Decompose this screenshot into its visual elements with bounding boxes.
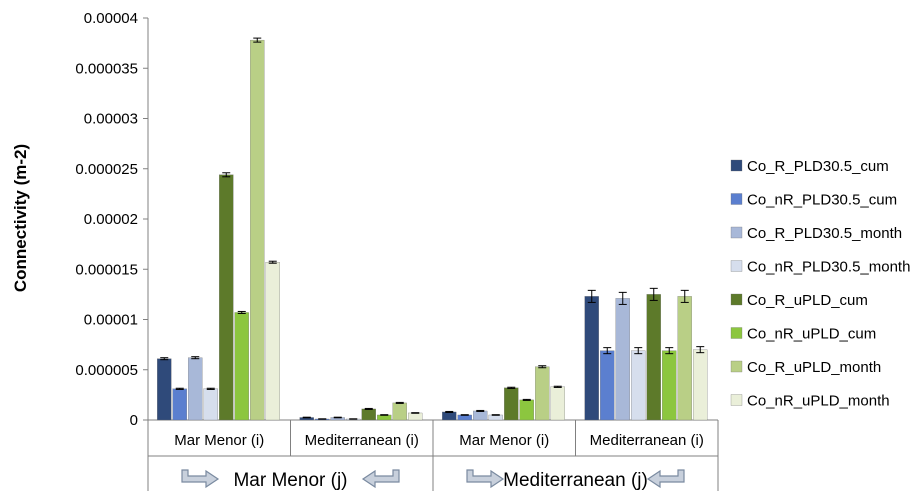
y-tick-label: 0.00004 <box>84 10 138 27</box>
arrow-left-icon <box>361 469 400 489</box>
bar <box>504 387 519 421</box>
y-tick-label: 0.000005 <box>75 362 138 379</box>
arrow-left-icon <box>646 469 685 489</box>
y-tick-label: 0.000035 <box>75 60 138 77</box>
legend-label: Co_R_uPLD_month <box>747 359 881 376</box>
bar <box>584 296 599 421</box>
bar <box>408 412 423 421</box>
bar <box>265 262 280 421</box>
legend-label: Co_R_uPLD_cum <box>747 292 868 309</box>
bar <box>157 358 172 421</box>
bar <box>646 294 661 421</box>
bar <box>361 408 376 421</box>
y-tick-label: 0.000025 <box>75 161 138 178</box>
x-group-label: Mar Menor (j) <box>233 470 347 491</box>
y-axis-label: Connectivity (m-2) <box>11 144 30 292</box>
bar <box>519 399 534 421</box>
legend-swatch <box>730 159 743 172</box>
bar <box>250 39 265 421</box>
bar <box>392 402 407 421</box>
legend: Co_R_PLD30.5_cum Co_nR_PLD30.5_cum Co_R_PL… <box>730 158 910 410</box>
bar <box>693 349 708 421</box>
x-category-labels: Mar Menor (i) Mediterranean (i) Mar Menor … <box>147 420 719 491</box>
y-tick-label: 0.000015 <box>75 261 138 278</box>
arrow-right-icon <box>466 469 505 489</box>
bar <box>442 411 457 421</box>
legend-label: Co_nR_uPLD_cum <box>747 326 876 343</box>
legend-swatch <box>730 360 743 373</box>
y-tick-label: 0 <box>130 412 138 429</box>
bar <box>662 350 677 421</box>
x-category-label: Mar Menor (i) <box>459 432 549 449</box>
bar <box>234 312 249 421</box>
y-tick-label: 0.00002 <box>84 211 138 228</box>
bar <box>631 350 646 421</box>
x-group-label: Mediterranean (j) <box>503 470 648 491</box>
x-group-labels: Mar Menor (j) Mediterranean (j) <box>181 469 685 491</box>
arrow-right-icon <box>181 469 220 489</box>
y-ticks: 0 0.000005 0.00001 0.000015 0.00002 0.000025 0… <box>75 10 148 429</box>
legend-label: Co_R_PLD30.5_cum <box>747 158 889 175</box>
legend-swatch <box>730 394 743 406</box>
bar <box>615 298 630 421</box>
bars <box>157 39 708 421</box>
x-category-label: Mar Menor (i) <box>174 432 264 449</box>
legend-label: Co_R_PLD30.5_month <box>747 225 902 242</box>
legend-swatch <box>730 193 743 205</box>
bar <box>188 357 203 421</box>
legend-label: Co_nR_PLD30.5_month <box>747 259 910 276</box>
y-tick-label: 0.00001 <box>84 312 138 329</box>
bar <box>203 388 218 421</box>
x-category-label: Mediterranean (i) <box>590 432 704 449</box>
legend-swatch <box>730 327 743 339</box>
error-bars <box>160 37 705 420</box>
bar <box>535 366 550 421</box>
legend-swatch <box>730 226 743 239</box>
legend-label: Co_nR_PLD30.5_cum <box>747 192 897 209</box>
bar <box>600 350 615 421</box>
bar <box>473 410 488 421</box>
legend-swatch <box>730 260 743 272</box>
bar <box>219 174 234 421</box>
y-tick-label: 0.00003 <box>84 111 138 128</box>
legend-swatch <box>730 293 743 306</box>
legend-label: Co_nR_uPLD_month <box>747 393 890 410</box>
x-category-label: Mediterranean (i) <box>305 432 419 449</box>
bar <box>677 296 692 421</box>
bar <box>550 386 565 421</box>
bar <box>172 388 187 421</box>
